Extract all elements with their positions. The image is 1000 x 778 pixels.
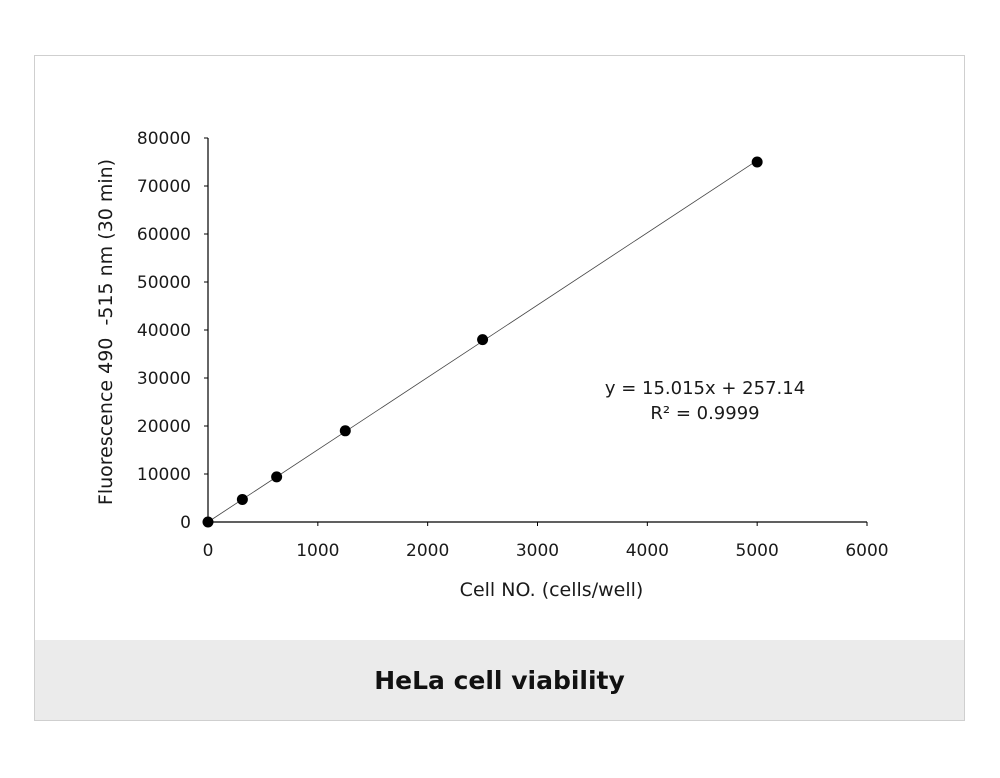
chart-plot: 0100002000030000400005000060000700008000… bbox=[95, 129, 889, 601]
caption-bar: HeLa cell viability bbox=[35, 640, 964, 720]
y-tick-label: 30000 bbox=[137, 369, 191, 389]
r-squared-label: R² = 0.9999 bbox=[650, 403, 759, 424]
data-point bbox=[339, 425, 351, 437]
y-tick-label: 40000 bbox=[137, 321, 191, 341]
x-tick-label: 3000 bbox=[516, 541, 559, 561]
x-tick-label: 0 bbox=[203, 541, 214, 561]
x-tick-label: 5000 bbox=[736, 541, 779, 561]
data-point bbox=[271, 471, 283, 483]
chart-card: 0 10000 20000 30000 40000 50000 60000 70000 8000… bbox=[34, 55, 965, 721]
x-tick-label: 1000 bbox=[296, 541, 339, 561]
x-axis-title: Cell NO. (cells/well) bbox=[460, 579, 644, 601]
y-tick-label: 20000 bbox=[137, 417, 191, 437]
x-tick-label: 4000 bbox=[626, 541, 669, 561]
data-point bbox=[236, 493, 248, 505]
x-tick-label: 6000 bbox=[845, 541, 888, 561]
data-point bbox=[751, 156, 763, 168]
equation-label: y = 15.015x + 257.14 bbox=[605, 378, 805, 399]
data-point bbox=[202, 516, 214, 528]
y-tick-label: 60000 bbox=[137, 225, 191, 245]
y-tick-label: 50000 bbox=[137, 273, 191, 293]
y-tick-label: 80000 bbox=[137, 129, 191, 149]
x-tick-label: 2000 bbox=[406, 541, 449, 561]
y-tick-label: 70000 bbox=[137, 177, 191, 197]
data-point bbox=[477, 334, 489, 346]
y-axis-title: Fluorescence 490 -515 nm (30 min) bbox=[95, 159, 117, 505]
y-tick-label: 10000 bbox=[137, 465, 191, 485]
y-tick-label: 0 bbox=[180, 513, 191, 533]
chart-caption: HeLa cell viability bbox=[374, 665, 625, 695]
